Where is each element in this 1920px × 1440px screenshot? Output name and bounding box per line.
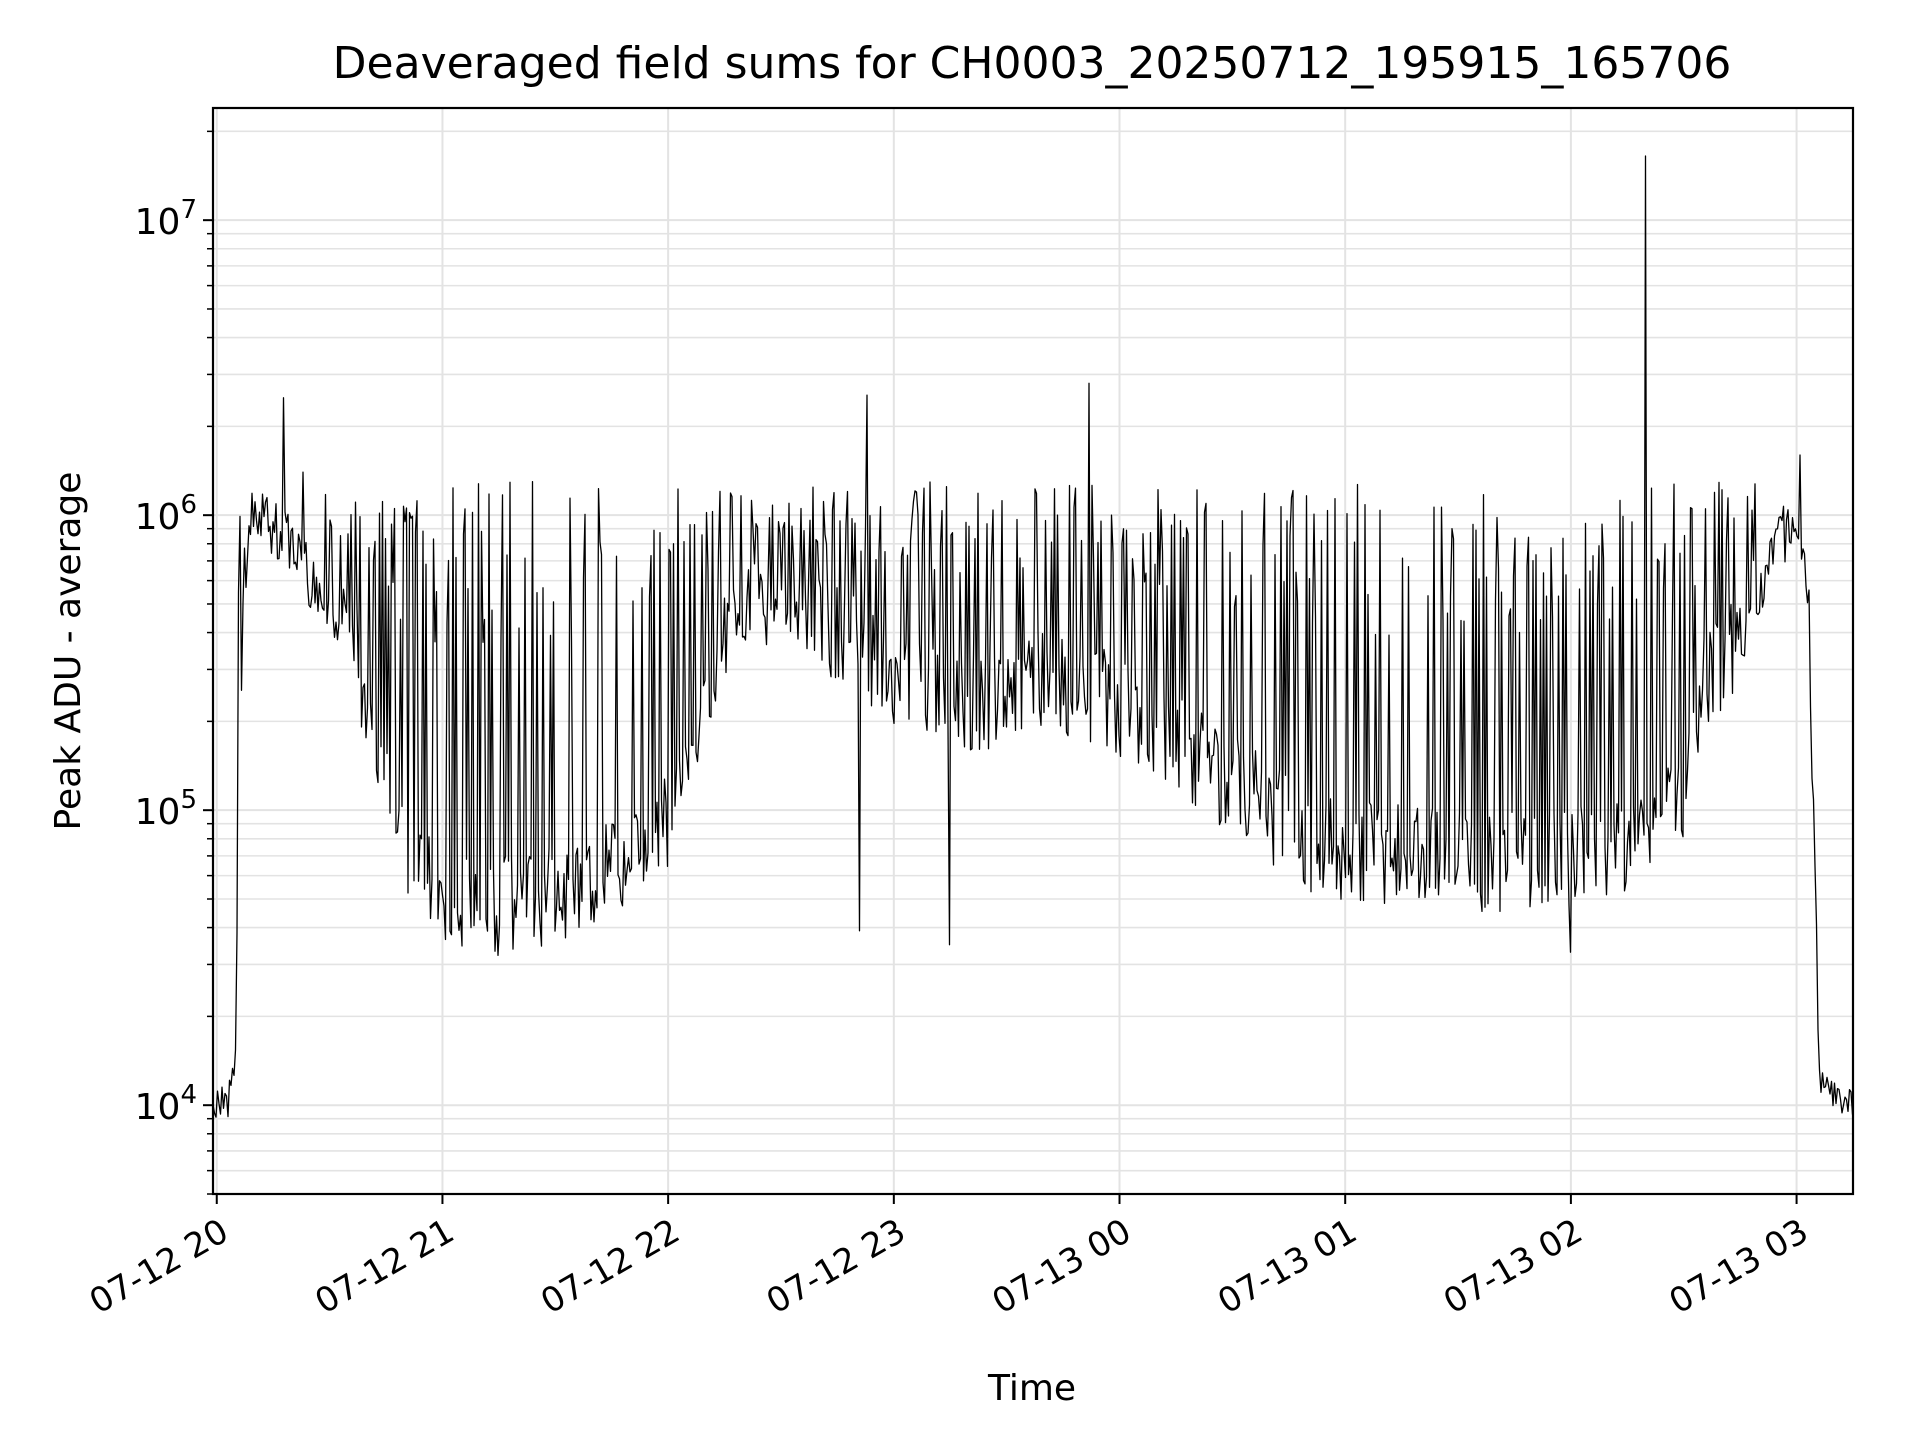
y-tick-base: 10	[135, 1087, 181, 1128]
plot-frame	[211, 106, 1855, 1196]
series-line-group	[212, 155, 1854, 1118]
chart-title: Deaveraged field sums for CH0003_2025071…	[333, 38, 1732, 89]
series-line	[212, 155, 1854, 1118]
y-tick-label: 105	[135, 785, 197, 833]
y-tick-label: 106	[135, 490, 197, 538]
y-tick-exponent: 6	[180, 490, 197, 520]
y-tick-exponent: 4	[180, 1080, 197, 1110]
y-tick-label: 104	[135, 1080, 197, 1128]
x-axis-label: Time	[987, 1368, 1076, 1409]
y-tick-base: 10	[135, 497, 181, 538]
y-tick-exponent: 7	[180, 195, 197, 225]
y-tick-base: 10	[135, 792, 181, 833]
y-tick-label: 107	[135, 195, 197, 243]
y-tick-exponent: 5	[180, 785, 197, 815]
y-axis-label: Peak ADU - average	[48, 472, 89, 831]
y-tick-base: 10	[135, 202, 181, 243]
